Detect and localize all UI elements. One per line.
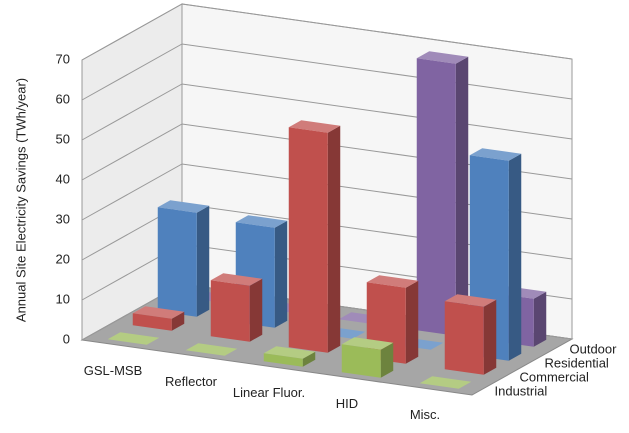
y-tick-label: 10 [56, 291, 70, 306]
bar-front [444, 301, 484, 375]
bar-side [196, 205, 210, 317]
bar [132, 306, 185, 331]
bar-front [210, 280, 250, 342]
bar-front [132, 313, 172, 331]
bar-side [249, 278, 263, 342]
bar [416, 51, 469, 336]
bar [341, 337, 394, 378]
y-tick-label: 20 [56, 251, 70, 266]
bar-top [341, 337, 394, 350]
bar-side [405, 280, 419, 364]
bar [185, 343, 238, 356]
bar-front [288, 127, 328, 353]
bar-side [508, 153, 522, 361]
bar-top [263, 346, 316, 359]
bar [107, 332, 160, 345]
bar-side [171, 311, 185, 331]
bar [288, 120, 341, 353]
bar [157, 200, 210, 317]
bar-top [366, 275, 419, 288]
y-tick-label: 30 [56, 211, 70, 226]
y-tick-label: 50 [56, 131, 70, 146]
y-axis-title: Annual Site Electricity Savings (TWh/yea… [13, 78, 28, 322]
bar [444, 294, 497, 375]
bar-front [157, 207, 197, 317]
bar-top [469, 148, 522, 161]
bar-top [185, 343, 238, 356]
bar-top [444, 294, 497, 307]
y-tick-label: 0 [63, 331, 70, 346]
grid-line [81, 3, 573, 61]
y-tick-label: 40 [56, 171, 70, 186]
x-tick-label: Linear Fluor. [233, 385, 305, 400]
bar-side [455, 56, 469, 336]
bar-top [132, 306, 185, 319]
bar-top [419, 376, 472, 389]
bar-side [274, 220, 288, 328]
x-tick-label: HID [336, 396, 358, 411]
y-tick-label: 70 [56, 51, 70, 66]
bar-top [288, 120, 341, 133]
x-tick-label: GSL-MSB [84, 363, 143, 378]
bar [210, 273, 263, 342]
legend-label: Residential [545, 355, 609, 370]
bar-top [416, 51, 469, 64]
bar-side [302, 351, 316, 367]
legend-label: Outdoor [570, 341, 618, 356]
bar-side [380, 342, 394, 378]
bar-side [327, 125, 341, 353]
bar-top [235, 215, 288, 228]
bar-front [341, 344, 381, 378]
bar-top [157, 200, 210, 213]
bar-top [107, 332, 160, 345]
bar-front [263, 353, 303, 367]
bar-top [210, 273, 263, 286]
legend-label: Commercial [520, 369, 589, 384]
bar-side [533, 291, 547, 347]
bar-side [483, 299, 497, 375]
y-tick-label: 60 [56, 91, 70, 106]
bar-front [416, 58, 456, 336]
bar [419, 376, 472, 389]
bar [263, 346, 316, 367]
x-tick-label: Misc. [410, 407, 440, 422]
legend-label: Industrial [495, 383, 548, 398]
x-tick-label: Reflector [165, 374, 218, 389]
